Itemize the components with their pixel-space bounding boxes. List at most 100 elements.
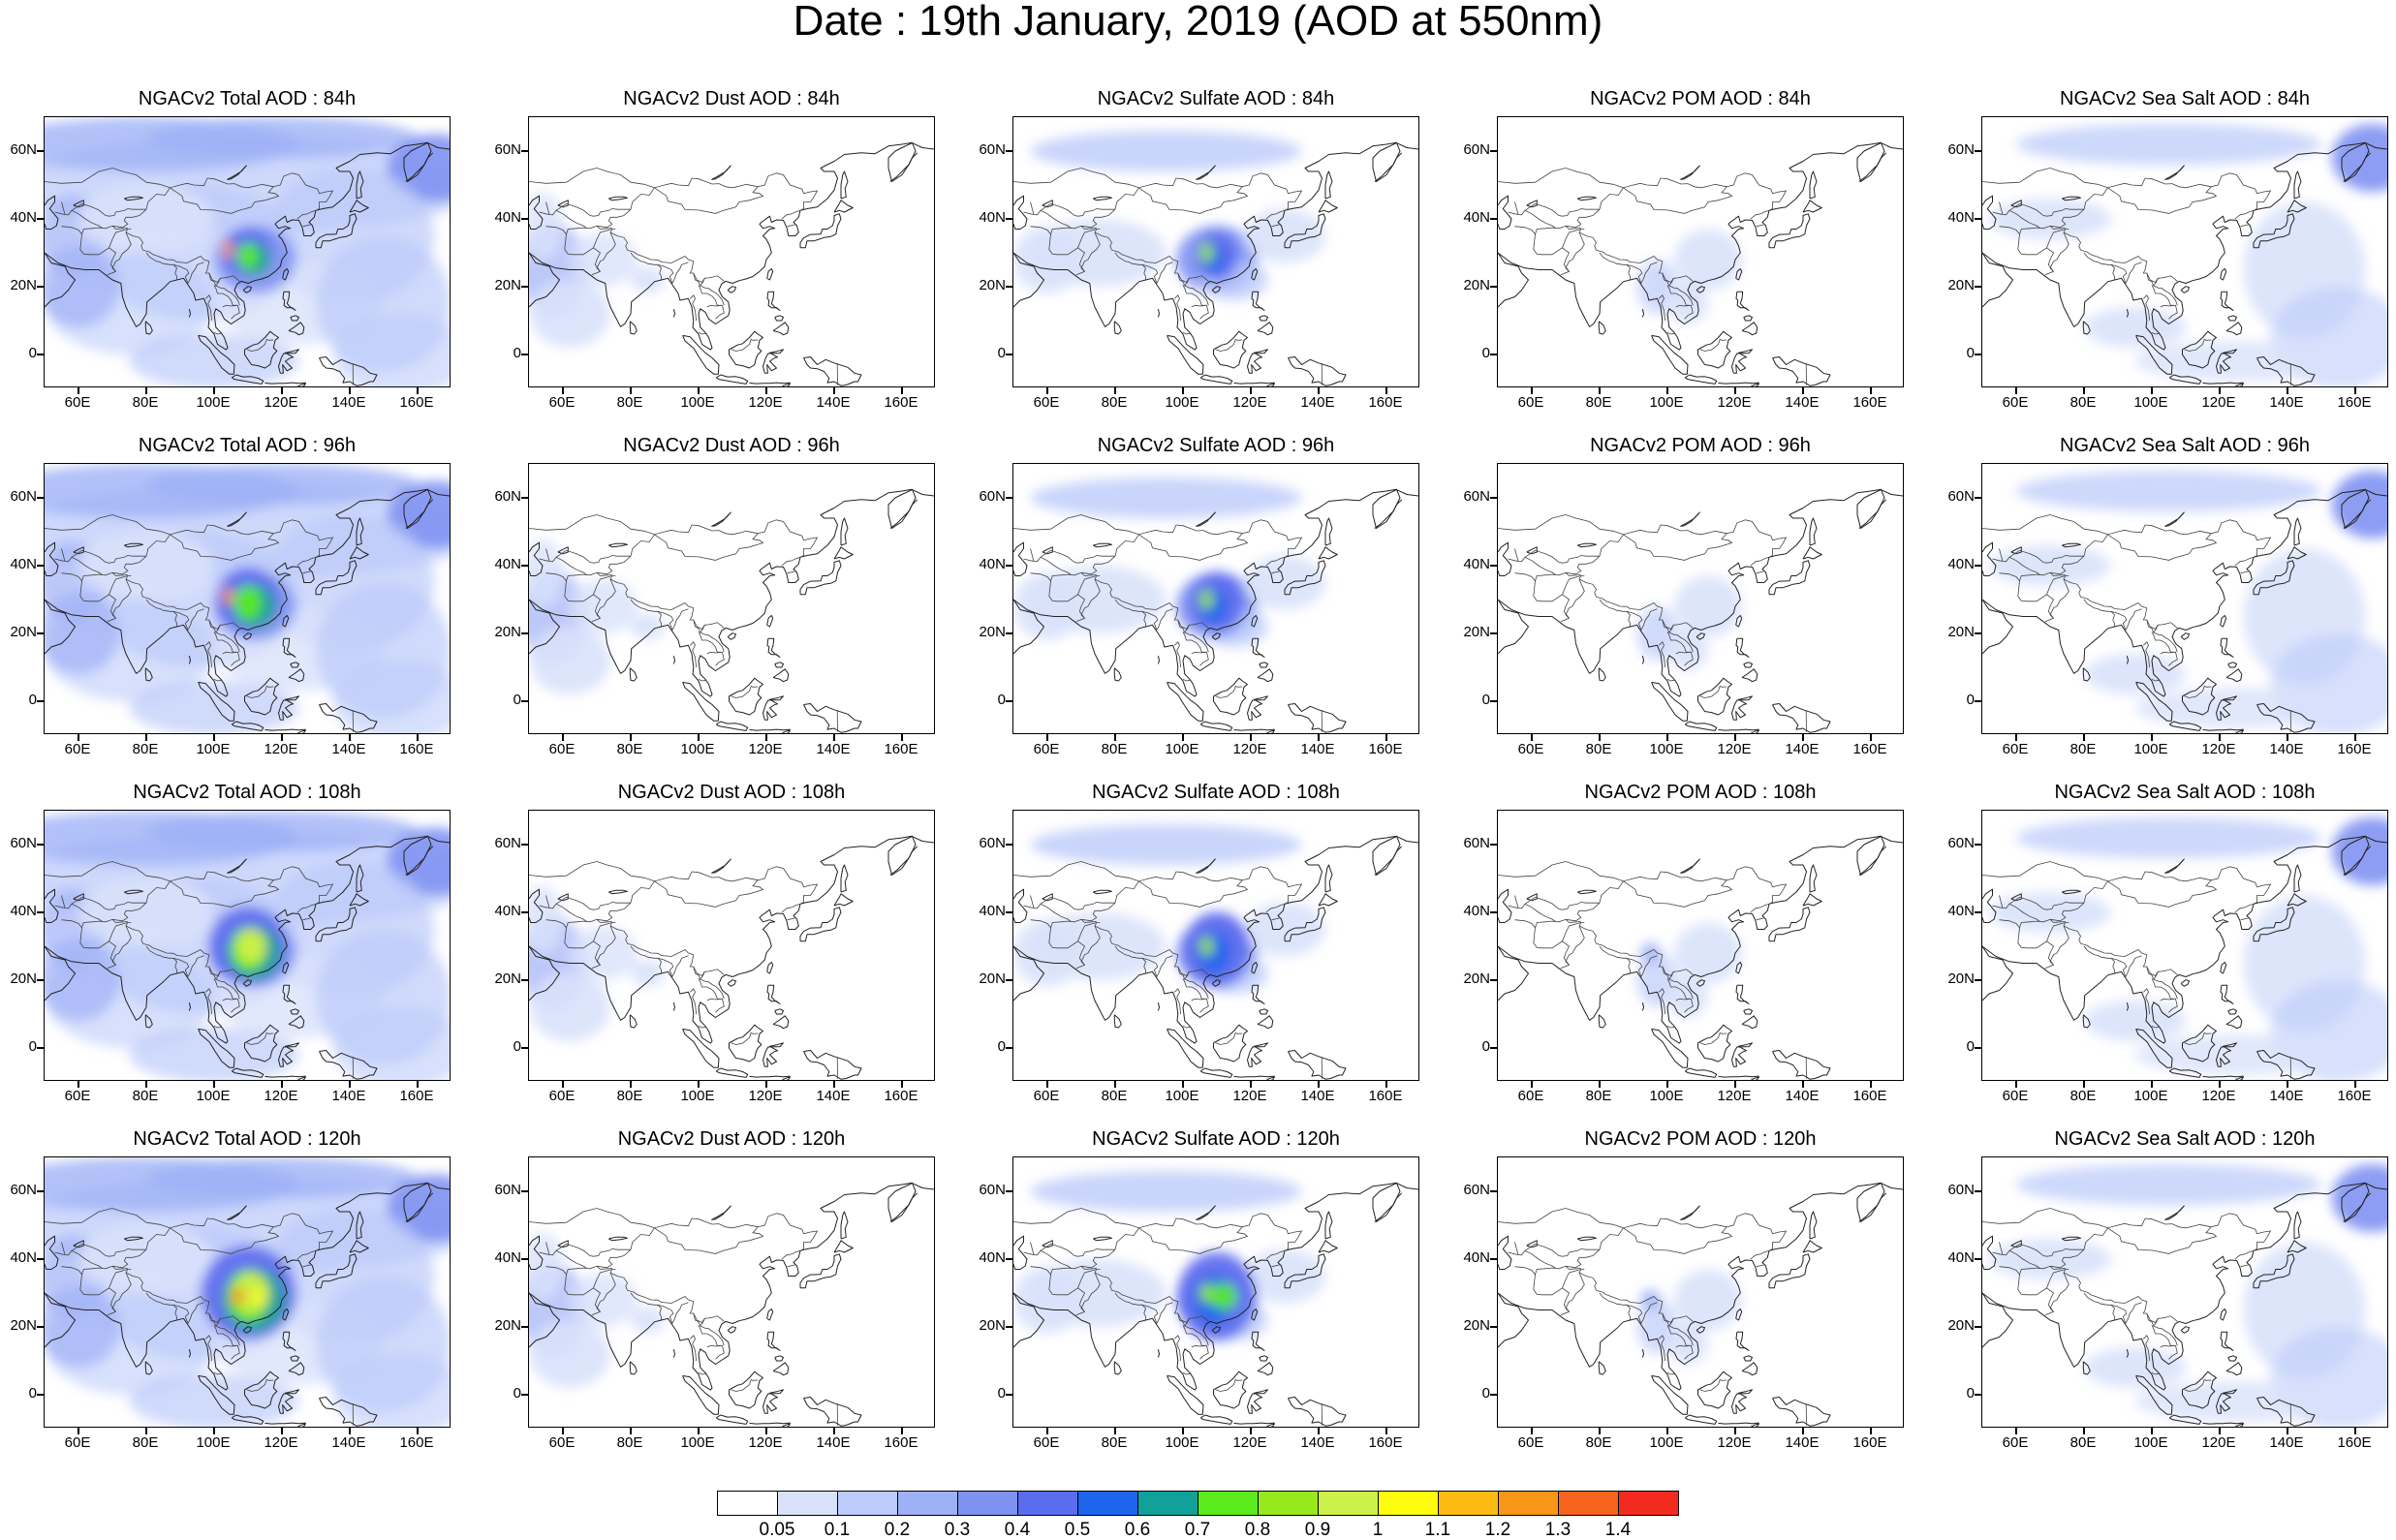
coastline — [2181, 980, 2189, 987]
lon-tick-label: 160E — [2325, 1435, 2383, 1450]
lon-tick-label: 100E — [669, 395, 727, 410]
lon-tick-label: 140E — [1773, 1089, 1831, 1103]
aod-blob — [232, 1288, 245, 1306]
coastline — [750, 383, 791, 384]
coastline — [1498, 600, 1529, 654]
lon-tick — [2219, 734, 2221, 741]
country-border — [1242, 520, 1301, 558]
lon-tick-label: 120E — [736, 1089, 794, 1103]
lon-tick-label: 140E — [320, 1089, 378, 1103]
coastline — [1803, 1241, 1821, 1252]
lon-tick — [78, 1428, 79, 1434]
lat-tick — [1490, 700, 1497, 702]
lon-tick — [2287, 734, 2288, 741]
lon-tick-label: 140E — [1289, 1089, 1347, 1103]
country-border — [731, 1379, 759, 1391]
coastline — [1289, 704, 1347, 733]
aod-map — [1498, 1157, 1904, 1428]
coastline — [2221, 1309, 2226, 1321]
coastline — [630, 1362, 637, 1374]
lat-tick — [1006, 286, 1012, 288]
lon-tick-label: 80E — [116, 395, 174, 410]
lat-tick — [1006, 1394, 1012, 1396]
country-border — [1031, 202, 1035, 215]
aod-field — [529, 192, 665, 348]
coastline — [1810, 171, 1817, 199]
coastline — [673, 309, 674, 317]
coastline — [2233, 384, 2244, 387]
lat-tick — [37, 286, 44, 288]
country-border — [1183, 679, 1190, 681]
country-border — [1700, 1379, 1727, 1391]
lon-tick-label: 120E — [2190, 395, 2248, 410]
lon-tick — [2354, 1428, 2356, 1434]
coastline — [716, 1415, 748, 1424]
colorbar-label: 0.7 — [1168, 1521, 1227, 1539]
country-border — [2241, 225, 2249, 227]
lat-tick — [1490, 1394, 1497, 1396]
lon-tick — [1666, 1081, 1668, 1088]
coastline — [608, 543, 627, 547]
coastline — [1773, 1051, 1831, 1080]
coastline — [265, 383, 306, 384]
lon-tick-label: 60E — [1986, 742, 2044, 756]
aod-field — [529, 885, 665, 1041]
lon-tick — [2151, 734, 2153, 741]
aod-blob — [2332, 471, 2389, 539]
coastline — [296, 730, 306, 734]
aod-map — [1982, 1157, 2388, 1428]
lon-tick-label: 80E — [116, 1435, 174, 1450]
coastline — [2203, 1423, 2244, 1424]
country-border — [2161, 1345, 2174, 1347]
aod-map — [45, 464, 451, 734]
country-border — [2241, 571, 2249, 573]
aod-blob — [1989, 199, 2111, 239]
lon-tick-label: 160E — [1841, 1089, 1899, 1103]
aod-field — [1013, 131, 1325, 300]
colorbar-label: 0.05 — [748, 1521, 806, 1539]
lon-tick — [765, 1428, 767, 1434]
coastline — [1736, 292, 1749, 310]
panel-title: NGACv2 Sea Salt AOD : 120h — [1981, 1129, 2388, 1149]
country-border — [1534, 1270, 1585, 1295]
lon-tick — [562, 1081, 564, 1088]
panel-title: NGACv2 Total AOD : 96h — [44, 436, 451, 455]
colorbar-swatch — [1498, 1491, 1559, 1516]
coastline — [1158, 656, 1159, 663]
lon-tick-label: 100E — [184, 1435, 242, 1450]
lat-tick — [521, 1047, 528, 1049]
lon-tick-label: 100E — [1637, 1435, 1696, 1450]
lon-tick — [2354, 734, 2356, 741]
lon-tick-label: 160E — [1356, 395, 1415, 410]
lon-tick-label: 60E — [1017, 395, 1075, 410]
coastline — [1158, 1002, 1159, 1010]
country-border — [2147, 620, 2159, 632]
lon-tick — [833, 734, 835, 741]
lon-tick — [765, 387, 767, 394]
lat-tick — [1975, 632, 1981, 634]
country-border — [1192, 999, 1205, 1001]
coastline — [890, 153, 918, 182]
lat-tick — [1975, 979, 1981, 981]
country-border — [1267, 1079, 1268, 1081]
lat-tick-label: 40N — [969, 1250, 1006, 1265]
coastline — [1732, 350, 1753, 374]
lat-tick-label: 60N — [0, 489, 37, 504]
lon-tick-label: 100E — [669, 1435, 727, 1450]
coastline — [1719, 383, 1759, 384]
lon-tick — [2219, 1081, 2221, 1088]
lat-tick — [521, 286, 528, 288]
coastline — [716, 1068, 748, 1077]
coastline — [1248, 1043, 1268, 1067]
lon-tick-label: 160E — [1841, 395, 1899, 410]
coastline — [265, 1423, 306, 1424]
lat-tick-label: 0 — [969, 1386, 1006, 1401]
country-border — [1031, 549, 1035, 562]
coastline — [1114, 1015, 1121, 1028]
lat-tick — [1975, 1258, 1981, 1260]
country-border — [1216, 339, 1243, 351]
lon-tick-label: 140E — [320, 742, 378, 756]
aod-map — [45, 1157, 451, 1428]
